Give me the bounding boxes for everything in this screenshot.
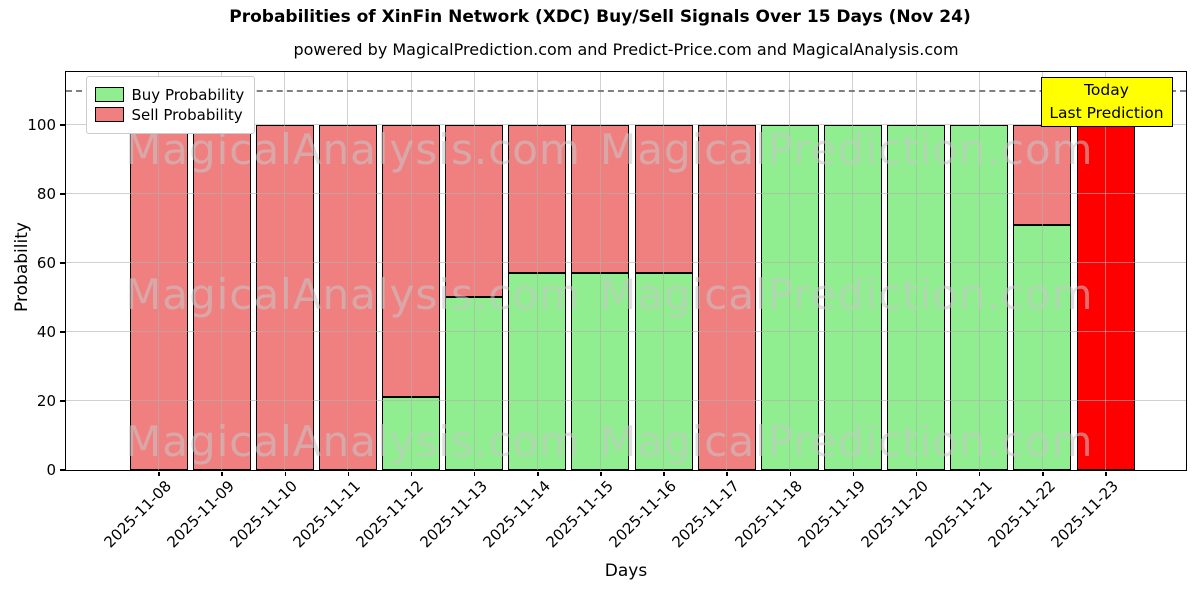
x-tick-mark — [789, 471, 792, 476]
bar-2025-11-11 — [318, 124, 377, 470]
x-tick-mark — [473, 471, 476, 476]
bar-segment-buy — [445, 297, 504, 470]
bar-2025-11-15 — [571, 124, 630, 470]
x-tick-label: 2025-11-12 — [352, 477, 428, 552]
buy-color-swatch — [94, 87, 124, 102]
legend-label-buy: Buy Probability — [131, 85, 245, 104]
bar-segment-buy — [887, 124, 946, 470]
x-tick-label: 2025-11-16 — [605, 477, 680, 552]
bar-segment-sell — [1013, 124, 1072, 225]
y-tick-label: 60 — [36, 254, 56, 273]
bar-segment-sell — [255, 124, 314, 470]
y-tick-mark — [60, 124, 65, 126]
x-tick-label: 2025-11-20 — [857, 477, 933, 552]
x-tick-label: 2025-11-13 — [416, 477, 491, 552]
bar-segment-sell — [192, 124, 251, 470]
bar-2025-11-16 — [634, 124, 693, 470]
legend-label-sell: Sell Probability — [131, 105, 243, 124]
y-axis-label: Probability — [12, 222, 32, 312]
chart-title: Probabilities of XinFin Network (XDC) Bu… — [229, 7, 971, 27]
bar-segment-buy — [823, 124, 882, 470]
bar-2025-11-22 — [1013, 124, 1072, 470]
bar-segment-buy — [760, 124, 819, 470]
bar-segment-buy — [571, 272, 630, 470]
legend: Buy Probability Sell Probability — [85, 75, 256, 134]
bar-2025-11-17 — [697, 124, 756, 470]
bar-segment-sell — [634, 124, 693, 273]
y-tick-label: 100 — [27, 116, 56, 135]
y-tick-label: 40 — [36, 323, 56, 341]
bar-2025-11-23 — [1076, 124, 1135, 470]
x-tick-mark — [852, 471, 855, 476]
x-tick-label: 2025-11-23 — [1047, 477, 1122, 552]
legend-item-sell: Sell Probability — [94, 105, 245, 124]
x-tick-mark — [663, 471, 665, 476]
bar-2025-11-20 — [887, 124, 946, 470]
bar-segment-buy — [634, 272, 693, 470]
bar-segment-sell — [508, 124, 567, 273]
x-tick-mark — [537, 471, 539, 476]
x-tick-label: 2025-11-11 — [289, 477, 365, 552]
y-tick-label: 80 — [36, 185, 56, 204]
x-tick-mark — [347, 471, 350, 476]
x-tick-label: 2025-11-17 — [668, 477, 743, 552]
today-annotation-line1: Today — [1084, 80, 1129, 99]
today-annotation-line2: Last Prediction — [1049, 103, 1164, 122]
x-tick-label: 2025-11-19 — [794, 477, 870, 552]
y-tick-mark — [60, 469, 65, 471]
legend-item-buy: Buy Probability — [94, 85, 245, 104]
bar-2025-11-19 — [823, 124, 882, 470]
x-axis-label: Days — [604, 561, 648, 581]
x-tick-mark — [158, 471, 160, 476]
x-tick-mark — [915, 471, 918, 476]
x-tick-mark — [1105, 471, 1107, 476]
chart-subtitle: powered by MagicalPrediction.com and Pre… — [293, 40, 959, 59]
bar-segment-buy — [508, 272, 567, 470]
x-tick-mark — [600, 471, 602, 476]
y-tick-mark — [60, 262, 65, 264]
plot-area: Buy Probability Sell Probability Today L… — [64, 70, 1187, 471]
y-tick-mark — [60, 193, 65, 195]
bar-segment-sell — [571, 124, 630, 273]
x-tick-label: 2025-11-08 — [100, 477, 175, 552]
sell-color-swatch — [94, 107, 124, 122]
bar-segment-sell — [697, 124, 756, 470]
y-tick-label: 0 — [46, 461, 56, 479]
bar-2025-11-21 — [950, 124, 1009, 470]
x-tick-mark — [284, 471, 286, 476]
bar-segment-sell — [129, 124, 188, 470]
x-tick-label: 2025-11-18 — [731, 477, 807, 552]
x-tick-label: 2025-11-09 — [163, 477, 238, 552]
bar-2025-11-08 — [129, 124, 188, 470]
bar-segment-sell — [445, 124, 504, 298]
bar-2025-11-10 — [255, 124, 314, 470]
today-annotation: Today Last Prediction — [1040, 76, 1173, 127]
bar-2025-11-14 — [508, 124, 567, 470]
bar-2025-11-13 — [445, 124, 504, 470]
bar-segment-sell — [382, 124, 440, 398]
y-tick-mark — [60, 400, 65, 402]
threshold-dashed-line — [65, 90, 1186, 93]
x-tick-label: 2025-11-10 — [226, 477, 302, 552]
x-tick-mark — [410, 471, 413, 476]
x-tick-mark — [1042, 471, 1044, 476]
x-tick-label: 2025-11-15 — [542, 477, 617, 552]
bar-segment-buy — [382, 397, 440, 470]
bar-segment-buy — [1013, 224, 1072, 470]
x-tick-mark — [978, 471, 981, 476]
x-tick-mark — [726, 471, 728, 476]
bar-segment-sell — [318, 124, 377, 470]
bar-2025-11-12 — [382, 124, 440, 470]
y-tick-label: 20 — [36, 392, 56, 410]
bar-2025-11-18 — [760, 124, 819, 470]
bar-segment-buy — [950, 124, 1009, 470]
bar-2025-11-09 — [192, 124, 251, 470]
y-tick-mark — [60, 331, 65, 333]
bar-segment-sell — [1076, 124, 1135, 470]
x-tick-mark — [221, 471, 223, 476]
x-tick-label: 2025-11-21 — [921, 477, 996, 552]
